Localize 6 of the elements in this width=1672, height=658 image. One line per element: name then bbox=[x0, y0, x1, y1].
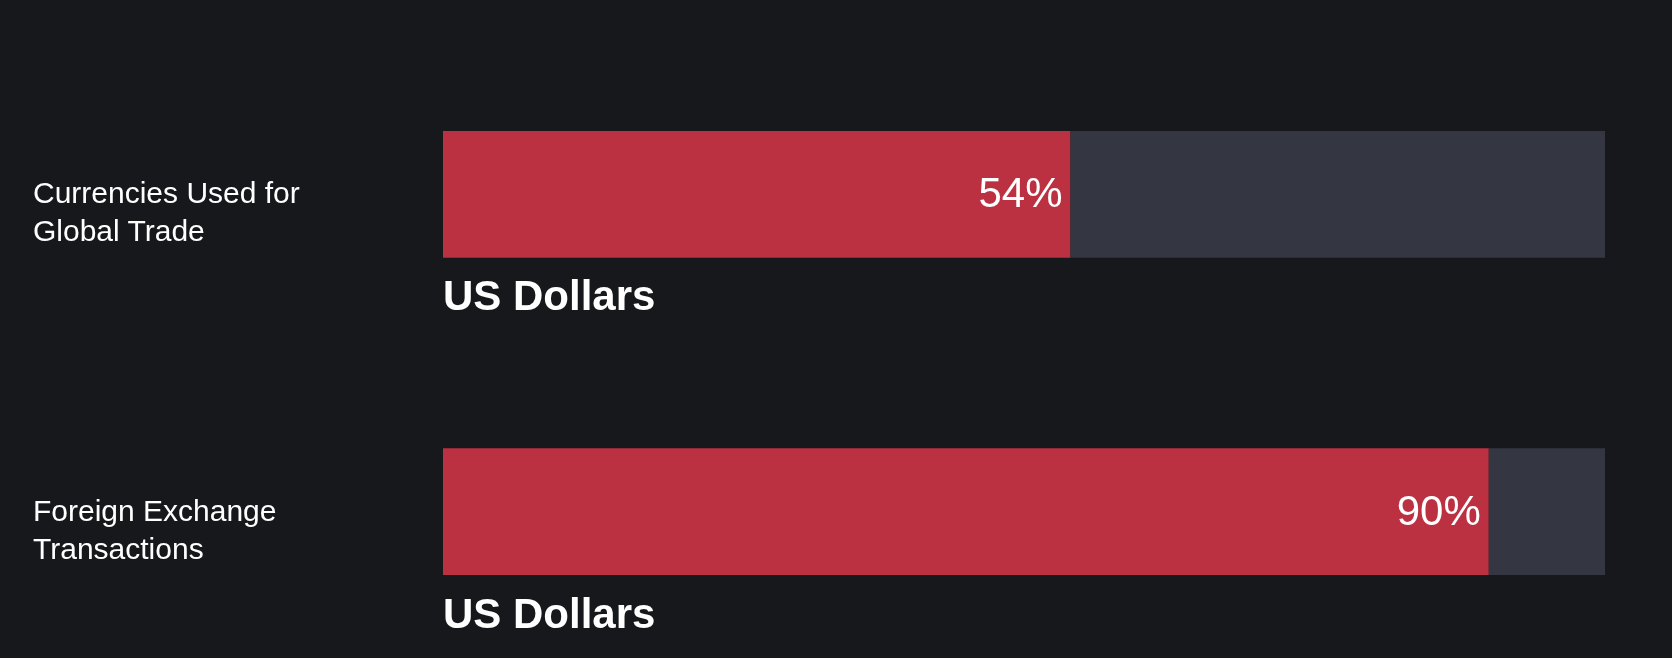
data-label: 90% bbox=[1396, 486, 1481, 534]
series-label: US Dollars bbox=[443, 589, 656, 637]
y-tick-label: Currencies Used for Global Trade bbox=[33, 176, 300, 248]
y-tick-label: Foreign Exchange Transactions bbox=[33, 493, 277, 565]
text: US Dollars bbox=[443, 272, 656, 320]
data-label: 54% bbox=[978, 169, 1063, 217]
